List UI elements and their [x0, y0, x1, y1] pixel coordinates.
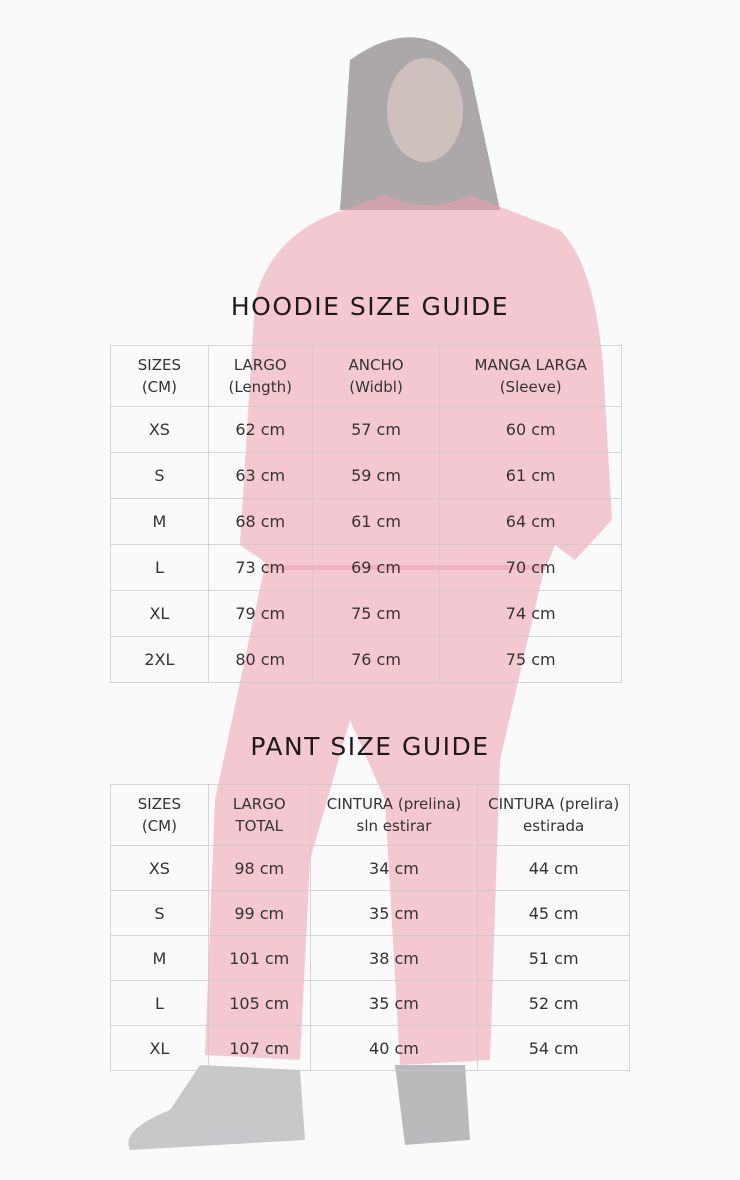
measurement-cell: 60 cm [439, 406, 622, 453]
measurement-cell: 61 cm [439, 452, 622, 499]
measurement-cell: 101 cm [207, 935, 311, 981]
measurement-cell: 35 cm [309, 980, 479, 1026]
measurement-cell: 69 cm [311, 544, 441, 591]
measurement-cell: 54 cm [477, 1025, 630, 1071]
measurement-cell: 34 cm [309, 845, 479, 891]
table-row: S 63 cm 59 cm 61 cm [110, 452, 622, 499]
measurement-cell: 75 cm [439, 636, 622, 683]
measurement-cell: 62 cm [207, 406, 313, 453]
table-row: L 105 cm 35 cm 52 cm [110, 980, 630, 1026]
table-row: XS 98 cm 34 cm 44 cm [110, 845, 630, 891]
table-row: M 68 cm 61 cm 64 cm [110, 498, 622, 545]
measurement-cell: 61 cm [311, 498, 441, 545]
measurement-cell: 44 cm [477, 845, 630, 891]
table-row: S 99 cm 35 cm 45 cm [110, 890, 630, 936]
table-row: XL 107 cm 40 cm 54 cm [110, 1025, 630, 1071]
size-cell: S [110, 890, 209, 936]
table-header-row: SIZES (CM) LARGO TOTAL CINTURA (prelina) sl… [110, 784, 630, 846]
size-cell: XL [110, 590, 209, 637]
size-cell: M [110, 935, 209, 981]
header-cintura-sin-estirar: CINTURA (prelina) sln estirar [309, 784, 479, 846]
measurement-cell: 105 cm [207, 980, 311, 1026]
size-cell: M [110, 498, 209, 545]
measurement-cell: 76 cm [311, 636, 441, 683]
table-header-row: SIZES (CM) LARGO (Length) ANCHO (Widbl) MAN… [110, 345, 622, 407]
size-cell: L [110, 980, 209, 1026]
header-sizes: SIZES (CM) [110, 345, 209, 407]
measurement-cell: 57 cm [311, 406, 441, 453]
measurement-cell: 45 cm [477, 890, 630, 936]
measurement-cell: 79 cm [207, 590, 313, 637]
pant-size-guide-title: PANT SIZE GUIDE [250, 732, 490, 761]
table-row: XS 62 cm 57 cm 60 cm [110, 406, 622, 453]
header-largo: LARGO (Length) [207, 345, 313, 407]
size-cell: XL [110, 1025, 209, 1071]
measurement-cell: 70 cm [439, 544, 622, 591]
table-row: XL 79 cm 75 cm 74 cm [110, 590, 622, 637]
measurement-cell: 63 cm [207, 452, 313, 499]
header-largo-total: LARGO TOTAL [207, 784, 311, 846]
header-cintura-estirada: CINTURA (prelira) estirada [477, 784, 630, 846]
size-cell: L [110, 544, 209, 591]
size-cell: XS [110, 845, 209, 891]
measurement-cell: 80 cm [207, 636, 313, 683]
size-cell: 2XL [110, 636, 209, 683]
measurement-cell: 74 cm [439, 590, 622, 637]
measurement-cell: 99 cm [207, 890, 311, 936]
table-row: L 73 cm 69 cm 70 cm [110, 544, 622, 591]
measurement-cell: 35 cm [309, 890, 479, 936]
pant-size-table: SIZES (CM) LARGO TOTAL CINTURA (prelina) sl… [110, 784, 630, 1071]
measurement-cell: 52 cm [477, 980, 630, 1026]
measurement-cell: 68 cm [207, 498, 313, 545]
measurement-cell: 38 cm [309, 935, 479, 981]
size-cell: XS [110, 406, 209, 453]
table-row: M 101 cm 38 cm 51 cm [110, 935, 630, 981]
left-sneaker [128, 1065, 305, 1150]
table-row: 2XL 80 cm 76 cm 75 cm [110, 636, 622, 683]
right-sneaker [395, 1065, 470, 1145]
measurement-cell: 73 cm [207, 544, 313, 591]
hoodie-size-guide-title: HOODIE SIZE GUIDE [230, 292, 510, 321]
measurement-cell: 107 cm [207, 1025, 311, 1071]
header-manga-larga: MANGA LARGA (Sleeve) [439, 345, 622, 407]
measurement-cell: 51 cm [477, 935, 630, 981]
header-ancho: ANCHO (Widbl) [311, 345, 441, 407]
measurement-cell: 64 cm [439, 498, 622, 545]
measurement-cell: 75 cm [311, 590, 441, 637]
measurement-cell: 59 cm [311, 452, 441, 499]
header-sizes: SIZES (CM) [110, 784, 209, 846]
hoodie-size-table: SIZES (CM) LARGO (Length) ANCHO (Widbl) MAN… [110, 345, 622, 683]
measurement-cell: 98 cm [207, 845, 311, 891]
face [387, 58, 463, 162]
measurement-cell: 40 cm [309, 1025, 479, 1071]
size-cell: S [110, 452, 209, 499]
